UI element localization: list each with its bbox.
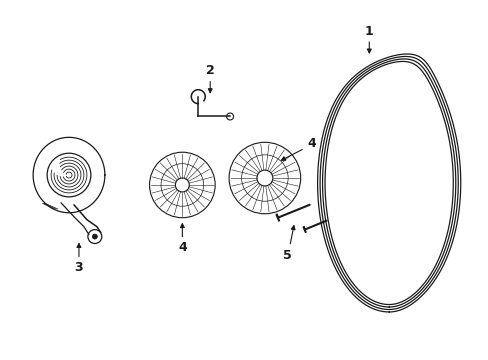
Text: 5: 5	[283, 249, 291, 262]
Text: 1: 1	[364, 24, 373, 38]
Text: 4: 4	[306, 137, 315, 150]
Text: 2: 2	[205, 64, 214, 77]
Text: 3: 3	[75, 261, 83, 274]
Text: 4: 4	[178, 241, 186, 254]
Circle shape	[92, 234, 97, 239]
